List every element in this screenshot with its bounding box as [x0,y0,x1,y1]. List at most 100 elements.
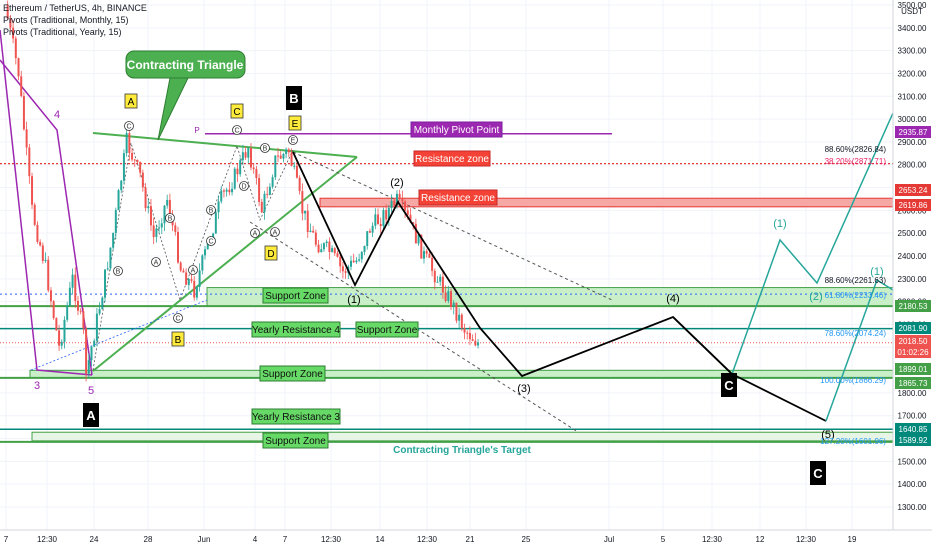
circled-label-ring [165,213,175,223]
price-label: 2619.86 [899,201,928,210]
candle-body [317,244,320,253]
wave-letter: A [86,408,96,423]
candle-body [355,260,358,263]
wave-label: (4) [666,293,679,305]
time-tick-label: 12:30 [321,535,342,544]
candle-body [71,274,74,288]
candle-body [366,231,369,247]
circled-label-ring [250,228,260,238]
price-tick-label: 1400.00 [898,480,927,489]
circled-label-ring [173,313,183,323]
candle-body [406,210,409,215]
candle-body [431,257,434,271]
triangle-lower-line [92,156,358,372]
circled-label: B [263,146,268,153]
time-tick-label: Jun [198,535,211,544]
candle-body [277,155,280,157]
price-tick-label: 2500.00 [898,229,927,238]
candle-body [90,346,93,361]
candle-body [409,214,412,223]
candle-body [471,339,474,341]
candle-body [9,18,12,28]
price-tick-label: 3000.00 [898,115,927,124]
candle-body [228,189,231,193]
candle-body [225,189,228,192]
candle-body [244,152,247,158]
candle-body [201,255,204,271]
candle-body [20,76,23,97]
price-label: 2018.50 [899,337,928,346]
price-tick-label: 2900.00 [898,138,927,147]
candle-body [14,38,17,59]
candle-body [163,205,166,224]
price-label-box [895,199,931,211]
time-tick-label: 7 [283,535,288,544]
yellow-letter: B [175,335,182,346]
candle-body [377,214,380,225]
candle-body [395,193,398,206]
yearly-resistance-4-label: Yearly Resistance 4 [252,325,340,336]
support-zone-box [259,365,326,382]
circled-label-ring [188,265,198,275]
price-label-box [895,434,931,446]
candle-body [468,332,471,340]
candle-body [95,313,98,341]
candle-body [222,190,225,192]
candle-body [320,249,323,253]
wave-label: (1) [347,294,360,306]
candle-body [422,251,425,259]
candle-body [85,352,88,374]
candle-body [114,210,117,233]
candle-body [466,332,469,334]
price-axis-bg [893,0,932,550]
candle-body [333,248,336,254]
yellow-letter-box [230,103,244,119]
candle-body [120,180,123,191]
candle-body [295,165,298,178]
currency-label: USDT [901,7,923,16]
time-tick-label: 7 [4,535,9,544]
candle-body [260,201,263,213]
wave-line-purple [0,29,93,376]
candle-body [285,149,288,155]
candle-body [249,148,252,168]
candle-body [47,259,50,291]
candle-body [368,231,371,233]
candle-body [109,247,112,269]
yearly-resistance-3-box [251,408,341,425]
yellow-letter-box [264,245,278,261]
price-label: 2653.24 [899,186,928,195]
circled-label: A [253,231,258,238]
price-label-box [895,423,931,435]
zones [0,132,894,443]
candle-body [117,190,120,211]
time-tick-label: 12:30 [417,535,438,544]
candle-body [458,314,461,321]
yellow-letter: C [233,107,240,118]
candle-body [344,271,347,273]
projection-line [672,316,733,375]
candle-body [66,305,69,320]
candle-body [85,328,88,352]
candle-body [268,186,271,195]
candle-body [390,200,393,208]
candle-body [36,224,39,242]
candle-body [122,153,125,181]
candle-body [104,269,107,298]
candle-body [166,199,169,206]
candle-body [290,152,293,166]
candle-body [131,153,134,160]
yellow-letter: A [128,97,135,108]
price-label-box [895,377,931,389]
candle-body [125,133,128,154]
candle-body [106,268,109,270]
candle-body [463,328,466,333]
price-label-box [895,300,931,312]
time-tick-label: 5 [661,535,666,544]
candle-body [241,152,244,161]
candle-body [233,168,236,189]
candle-body [420,234,423,259]
circled-label: A [273,230,278,237]
